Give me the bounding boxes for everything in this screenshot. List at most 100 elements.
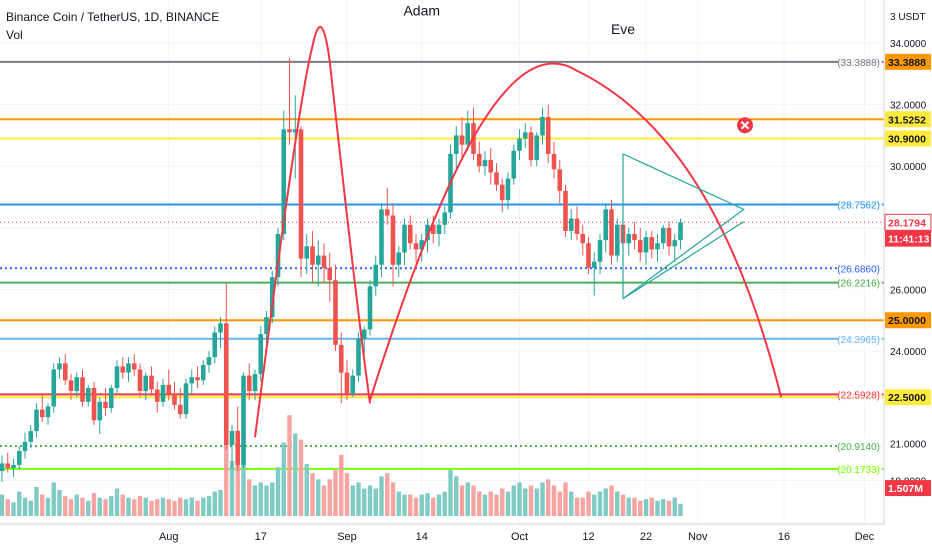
volume-bar (551, 485, 557, 516)
volume-bar (517, 482, 522, 516)
candle-body (442, 212, 448, 225)
volume-bar (436, 494, 442, 516)
eve-curve (369, 62, 783, 401)
candle-body (229, 431, 235, 445)
level-label: (22.5928) (837, 390, 880, 401)
volume-bar (523, 488, 528, 516)
price-badge (885, 480, 931, 497)
volume-bar (540, 482, 545, 516)
volume-bar (661, 499, 666, 516)
level-label-bg (838, 387, 882, 402)
candle-body (126, 363, 131, 373)
volume-bar (109, 496, 114, 516)
price-badge-label: 11:41:13 (888, 234, 930, 246)
candle-body (574, 218, 580, 234)
candle-body (350, 375, 356, 395)
price-badge-label: 30.9000 (888, 134, 926, 146)
volume-bar (563, 482, 568, 516)
volume-bar (419, 494, 424, 516)
volume-bar (0, 494, 5, 516)
volume-bar (195, 500, 200, 516)
volume-bar (367, 485, 373, 516)
candle-body (534, 135, 540, 161)
volume-bar (511, 485, 516, 516)
price-badge-label: 22.5000 (888, 392, 926, 404)
volume-bar (63, 496, 68, 516)
candle-body (557, 169, 563, 191)
volume-bar (379, 476, 384, 516)
volume-bar (632, 497, 637, 516)
candle-body (361, 329, 367, 339)
volume-bar (655, 500, 660, 516)
candle-body (459, 135, 465, 145)
candle-body (453, 135, 459, 154)
volume-bar (80, 497, 85, 516)
candle-body (580, 233, 586, 244)
candle-body (436, 224, 442, 234)
candle-body (97, 401, 103, 421)
volume-bar (143, 497, 148, 516)
volume-bar (425, 493, 430, 516)
volume-bar (356, 482, 361, 516)
candle-body (85, 387, 91, 402)
price-badge (885, 130, 931, 147)
volume-bar (638, 500, 643, 516)
candle-body (57, 363, 62, 370)
volume-bar (609, 485, 614, 516)
y-tick-label: 21.0000 (890, 439, 927, 450)
candle-body (390, 215, 396, 265)
annotation-label: Adam (403, 2, 440, 18)
volume-bar (40, 494, 45, 516)
volume-bar (155, 499, 160, 516)
volume-bar (586, 491, 591, 516)
volume-bar (310, 473, 315, 516)
volume-bar (235, 430, 240, 516)
candle-body (183, 383, 189, 415)
volume-bar (431, 497, 436, 516)
candle-body (166, 384, 172, 395)
price-badge (885, 111, 931, 128)
candle-body (143, 375, 149, 392)
candle-body (672, 240, 678, 247)
volume-bar (482, 494, 488, 516)
candle-body (160, 384, 166, 402)
volume-bar (569, 491, 574, 516)
candle-body (643, 237, 649, 253)
candle-body (396, 252, 402, 265)
volume-bar (218, 490, 223, 516)
x-tick-label: Aug (159, 531, 179, 543)
candle-body (321, 255, 327, 268)
volume-bar (350, 485, 355, 516)
volume-bar (448, 470, 453, 516)
horizontal-levels (0, 60, 884, 470)
level-label-bg (838, 54, 882, 69)
volume-bar (488, 491, 493, 516)
volume-bar (258, 482, 263, 516)
candle-body (292, 129, 298, 133)
candle-body (223, 323, 229, 445)
candle-body (149, 375, 154, 390)
volume-bar (580, 497, 585, 516)
level-label-bg (838, 461, 882, 476)
volume-bar (574, 497, 580, 516)
price-badge (885, 53, 931, 70)
candle-body (465, 123, 471, 145)
candle-body (591, 261, 597, 268)
adam-curve (254, 25, 371, 438)
volume-bar (298, 439, 304, 516)
x-tick-label: 14 (416, 531, 428, 543)
candle-body (252, 374, 258, 392)
volume-bar (408, 494, 413, 516)
candle-body (494, 172, 499, 185)
volume-bar (454, 476, 459, 516)
volume-bar (28, 500, 33, 516)
candle-body (614, 224, 620, 256)
candle-body (212, 332, 218, 358)
volume-bar (137, 496, 143, 516)
candle-body (430, 224, 436, 234)
volume-bar (321, 485, 327, 516)
x-tick-label: Sep (337, 531, 357, 543)
candle-body (568, 218, 574, 231)
